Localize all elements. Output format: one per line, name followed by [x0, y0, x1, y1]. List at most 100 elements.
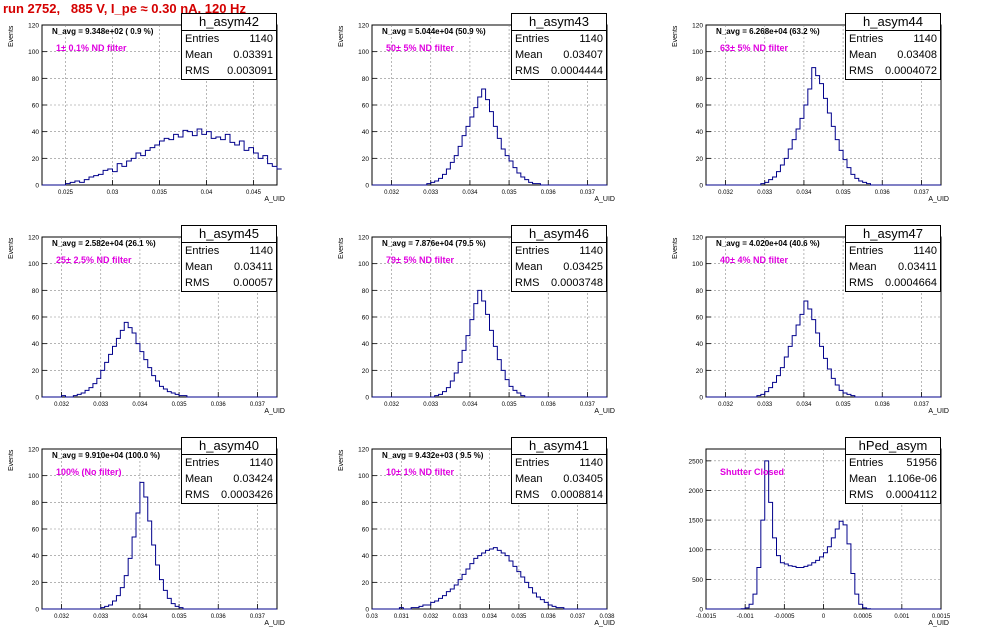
x-tick-label: 0.032: [718, 402, 734, 408]
x-tick-label: 0.038: [599, 614, 615, 620]
y-tick-label: 20: [32, 156, 40, 163]
x-axis-label: A_UID: [264, 196, 285, 203]
filter-annotation: 100% (No filter): [56, 467, 122, 477]
x-tick-label: 0.035: [172, 402, 188, 408]
stat-row-rms: RMS 0.0003426: [182, 487, 276, 503]
x-tick-label: 0.035: [152, 190, 168, 196]
stat-label: Mean: [515, 261, 543, 273]
y-tick-label: 120: [358, 447, 369, 454]
stat-row-rms: RMS 0.0003748: [512, 275, 606, 291]
y-tick-label: 100: [28, 49, 39, 56]
stat-label: RMS: [515, 277, 540, 289]
stat-value: 1140: [249, 245, 273, 257]
y-tick-label: 100: [692, 49, 703, 56]
y-tick-label: 100: [358, 473, 369, 480]
histogram-plot: 0 20 40 60 80 100 120 0.032 0.033 0.034 0.035 0.036…: [358, 23, 608, 196]
histogram-panel-h-asym47: 0 20 40 60 80 100 120 0.032 0.033 0.034 0.035 0.036…: [672, 225, 949, 415]
y-tick-label: 120: [692, 23, 703, 30]
y-tick-label: 100: [358, 49, 369, 56]
stats-box: h_asym47 Entries 1140 Mean 0.03411 RMS 0.00046…: [845, 225, 941, 292]
stat-row-entries: Entries 1140: [846, 243, 940, 259]
y-tick-label: 100: [28, 261, 39, 268]
stat-label: Mean: [185, 261, 213, 273]
stats-box: h_asym43 Entries 1140 Mean 0.03407 RMS 0.00044…: [511, 13, 607, 80]
stat-label: RMS: [185, 489, 210, 501]
y-tick-label: 20: [362, 156, 370, 163]
filter-annotation: 79± 5% ND filter: [386, 255, 454, 265]
stats-box: h_asym41 Entries 1140 Mean 0.03405 RMS 0.00088…: [511, 437, 607, 504]
y-tick-label: 120: [28, 23, 39, 30]
x-tick-label: -0.0015: [696, 614, 717, 620]
histogram-name: h_asym43: [512, 14, 606, 31]
histogram-panel-h-asym45: 0 20 40 60 80 100 120 0.032 0.033 0.034 0.035 0.036…: [8, 225, 285, 415]
x-tick-label: 0.032: [718, 190, 734, 196]
x-tick-label: 0.034: [132, 402, 148, 408]
y-tick-label: 0: [699, 607, 703, 614]
y-tick-label: 60: [362, 315, 370, 322]
y-tick-label: 40: [32, 341, 40, 348]
y-axis-label: Events: [672, 25, 679, 47]
y-tick-label: 0: [365, 395, 369, 402]
stat-value: 0.03411: [234, 261, 273, 273]
y-tick-label: 100: [358, 261, 369, 268]
y-tick-label: 120: [28, 447, 39, 454]
x-tick-label: 0: [822, 614, 826, 620]
x-axis-label: A_UID: [264, 408, 285, 415]
x-tick-label: 0.045: [246, 190, 262, 196]
y-tick-label: 80: [362, 500, 370, 507]
stat-row-rms: RMS 0.0008814: [512, 487, 606, 503]
stat-label: RMS: [515, 65, 540, 77]
stat-value: 0.03405: [563, 473, 603, 485]
x-tick-label: 0.036: [211, 614, 227, 620]
y-tick-label: 20: [32, 368, 40, 375]
stat-label: Entries: [849, 245, 884, 257]
navg-label: N_avg = 9.348e+02 ( 0.9 %): [52, 27, 154, 36]
stat-label: Entries: [515, 457, 550, 469]
histogram-line: [42, 128, 282, 186]
stat-row-mean: Mean 0.03405: [512, 471, 606, 487]
y-tick-label: 40: [696, 129, 704, 136]
x-tick-label: 0.037: [580, 190, 596, 196]
x-axis-label: A_UID: [928, 196, 949, 203]
stat-row-mean: Mean 0.03424: [182, 471, 276, 487]
y-tick-label: 60: [362, 103, 370, 110]
stat-label: RMS: [849, 277, 874, 289]
histogram-name: h_asym46: [512, 226, 606, 243]
y-axis-label: Events: [8, 449, 15, 471]
y-tick-label: 40: [362, 553, 370, 560]
x-tick-label: 0.035: [502, 402, 518, 408]
navg-label: N_avg = 4.020e+04 (40.6 %): [716, 239, 820, 248]
x-tick-label: 0.035: [836, 402, 852, 408]
filter-annotation: 50± 5% ND filter: [386, 43, 454, 53]
y-tick-label: 80: [32, 500, 40, 507]
stat-label: Entries: [185, 245, 220, 257]
navg-label: N_avg = 2.582e+04 (26.1 %): [52, 239, 156, 248]
stats-box: h_asym45 Entries 1140 Mean 0.03411 RMS 0.00057: [181, 225, 277, 292]
stat-row-entries: Entries 51956: [846, 455, 940, 471]
y-tick-label: 80: [696, 288, 704, 295]
stat-row-mean: Mean 0.03411: [182, 259, 276, 275]
stat-label: RMS: [849, 489, 874, 501]
stat-label: Entries: [849, 457, 884, 469]
y-tick-label: 20: [696, 368, 704, 375]
x-tick-label: 0.03: [366, 614, 378, 620]
y-tick-label: 120: [358, 23, 369, 30]
stat-label: Mean: [849, 261, 877, 273]
stat-label: RMS: [185, 65, 210, 77]
stat-row-entries: Entries 1140: [512, 455, 606, 471]
stat-row-mean: Mean 0.03391: [182, 47, 276, 63]
stat-value: 0.003091: [227, 65, 273, 77]
stat-label: Entries: [515, 245, 550, 257]
stat-row-mean: Mean 1.106e-06: [846, 471, 940, 487]
stat-row-entries: Entries 1140: [182, 455, 276, 471]
histogram-line: [372, 547, 607, 610]
stat-row-mean: Mean 0.03411: [846, 259, 940, 275]
stat-label: Entries: [515, 33, 550, 45]
y-tick-label: 120: [358, 235, 369, 242]
y-tick-label: 40: [32, 129, 40, 136]
y-tick-label: 500: [692, 577, 703, 584]
y-tick-label: 0: [699, 183, 703, 190]
stat-row-rms: RMS 0.003091: [182, 63, 276, 79]
x-tick-label: 0.037: [250, 614, 266, 620]
